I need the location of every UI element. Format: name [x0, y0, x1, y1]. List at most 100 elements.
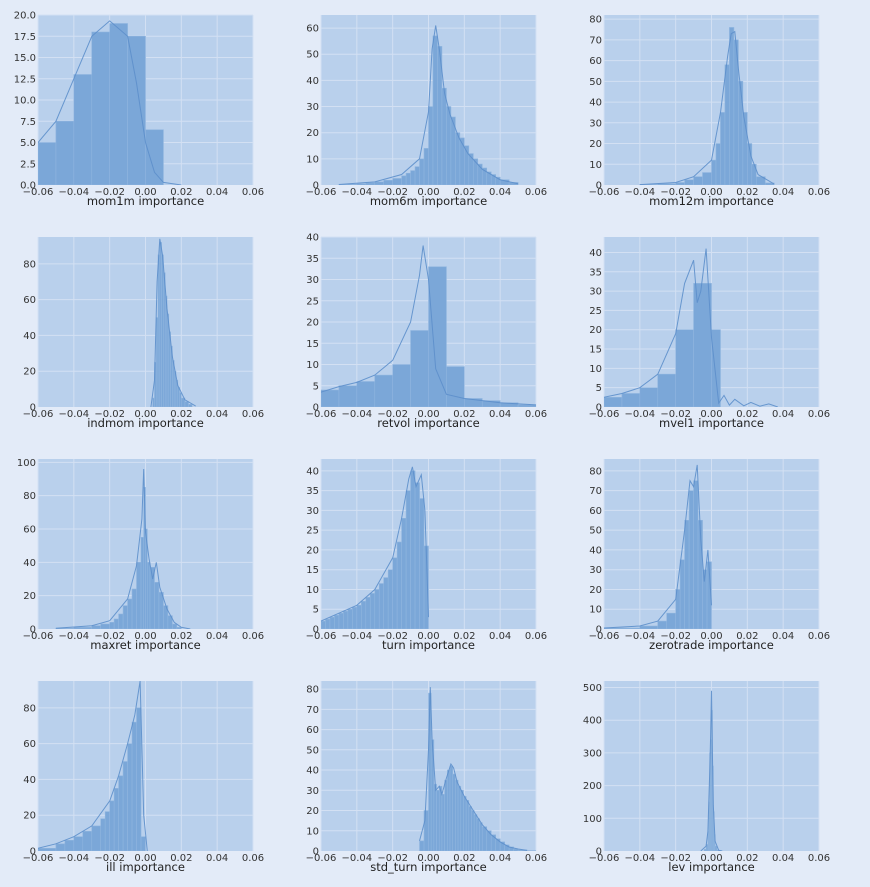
histogram-bar	[711, 329, 721, 407]
y-tick-label: 40	[23, 331, 36, 342]
histogram-bar	[64, 839, 75, 851]
chart-panel: −0.06 −0.04 −0.02 0.00 0.02 0.04 0.06 0 5 10 15 20 2…	[589, 237, 830, 430]
histogram-bar	[113, 618, 119, 629]
histogram-bar	[347, 183, 358, 185]
y-tick-label: 30	[306, 786, 319, 797]
x-tick-label: −0.06	[589, 409, 620, 420]
histogram-bar	[428, 106, 434, 185]
kde-curve	[639, 30, 775, 185]
x-tick-label: 0.06	[525, 631, 547, 642]
x-tick-label: 0.06	[525, 853, 547, 864]
y-tick-label: 30	[306, 275, 319, 286]
y-tick-label: 60	[23, 525, 36, 536]
histogram-bar	[338, 612, 344, 629]
y-tick-label: 17.5	[14, 32, 36, 43]
x-tick-label: −0.06	[589, 631, 620, 642]
histogram-bar	[154, 582, 160, 629]
histogram-bar	[100, 623, 110, 629]
histogram-bar	[410, 330, 429, 407]
histogram-bar	[365, 182, 376, 185]
histogram-bar	[436, 789, 440, 851]
kde-curve	[55, 468, 191, 629]
histogram-bar	[347, 608, 353, 629]
x-tick-label: −0.04	[625, 853, 656, 864]
histogram-bar	[729, 27, 735, 185]
y-tick-label: 5	[596, 383, 602, 394]
x-tick-label: 0.00	[700, 187, 722, 198]
histogram-bar	[374, 181, 385, 185]
x-tick-label: 0.06	[808, 187, 830, 198]
histogram-bar	[82, 831, 93, 851]
histogram-bar	[693, 480, 699, 629]
kde-curve	[150, 238, 196, 407]
y-tick-label: 12.5	[14, 74, 36, 85]
y-tick-label: 60	[23, 295, 36, 306]
histogram-bar	[702, 172, 712, 185]
y-tick-label: 0	[596, 181, 602, 192]
histogram-bar	[325, 618, 331, 629]
y-tick-label: 10.0	[14, 96, 36, 107]
x-axis-label: mom6m importance	[370, 194, 487, 208]
histogram-bar	[396, 541, 402, 629]
y-tick-label: 15	[306, 339, 319, 350]
x-tick-label: 0.06	[808, 631, 830, 642]
histogram-bar	[428, 266, 447, 407]
x-tick-label: −0.02	[660, 409, 691, 420]
histogram-bar	[724, 64, 730, 185]
histogram-bar	[184, 401, 189, 407]
histogram-bar	[321, 620, 326, 629]
y-tick-label: 80	[23, 259, 36, 270]
histogram-bar	[127, 35, 146, 185]
histogram-bar	[109, 800, 115, 851]
histogram-bar	[91, 825, 102, 851]
histogram-bar	[158, 592, 164, 629]
chart-panel: −0.06 −0.04 −0.02 0.00 0.02 0.04 0.06 0 20 40 60 80…	[23, 237, 264, 430]
x-tick-label: 0.04	[206, 853, 228, 864]
x-axis-label: ill importance	[106, 860, 185, 874]
y-tick-label: 500	[583, 683, 602, 694]
x-tick-label: −0.04	[342, 853, 373, 864]
x-tick-label: −0.06	[589, 853, 620, 864]
x-tick-label: 0.00	[417, 853, 439, 864]
y-tick-label: 5	[313, 381, 319, 392]
bars	[38, 707, 146, 851]
histogram-bar	[639, 387, 659, 407]
x-tick-label: −0.04	[342, 631, 373, 642]
y-tick-label: 10	[589, 364, 602, 375]
x-tick-label: −0.02	[94, 409, 125, 420]
y-tick-label: 50	[306, 745, 319, 756]
histogram-bar	[468, 806, 472, 851]
y-tick-label: 20	[589, 139, 602, 150]
y-tick-label: 70	[589, 486, 602, 497]
y-tick-label: 50	[589, 77, 602, 88]
kde-curve	[604, 464, 712, 629]
kde-curve	[419, 687, 528, 851]
histogram-bar	[419, 158, 425, 185]
histogram-bar	[455, 779, 459, 851]
histogram-bar	[432, 35, 438, 185]
kde-curve	[38, 681, 148, 851]
histogram-bar	[447, 769, 451, 851]
histogram-bar	[365, 597, 371, 629]
x-axis-label: lev importance	[668, 860, 754, 874]
x-tick-label: 0.02	[736, 187, 758, 198]
histogram-bar	[401, 175, 407, 185]
histogram-bar	[343, 610, 349, 629]
histogram-bar	[356, 183, 367, 185]
histogram-bar	[109, 23, 128, 185]
bars	[321, 266, 536, 407]
histogram-bar	[621, 393, 641, 407]
histogram-bar	[113, 788, 119, 851]
histogram-bar	[383, 179, 393, 185]
y-tick-label: 40	[306, 76, 319, 87]
histogram-bar	[73, 836, 84, 851]
chart-panel: −0.06 −0.04 −0.02 0.00 0.02 0.04 0.06 0 20 40 60 80…	[23, 681, 264, 874]
y-tick-label: 30	[306, 506, 319, 517]
histogram-bar	[414, 166, 420, 185]
histogram-bar	[176, 627, 182, 629]
chart-panel: −0.06 −0.04 −0.02 0.00 0.02 0.04 0.06 0 10 20 30 40…	[589, 459, 830, 652]
y-tick-label: 7.5	[20, 117, 36, 128]
x-tick-label: −0.06	[23, 853, 54, 864]
x-tick-label: 0.00	[134, 409, 156, 420]
x-tick-label: 0.04	[772, 631, 794, 642]
